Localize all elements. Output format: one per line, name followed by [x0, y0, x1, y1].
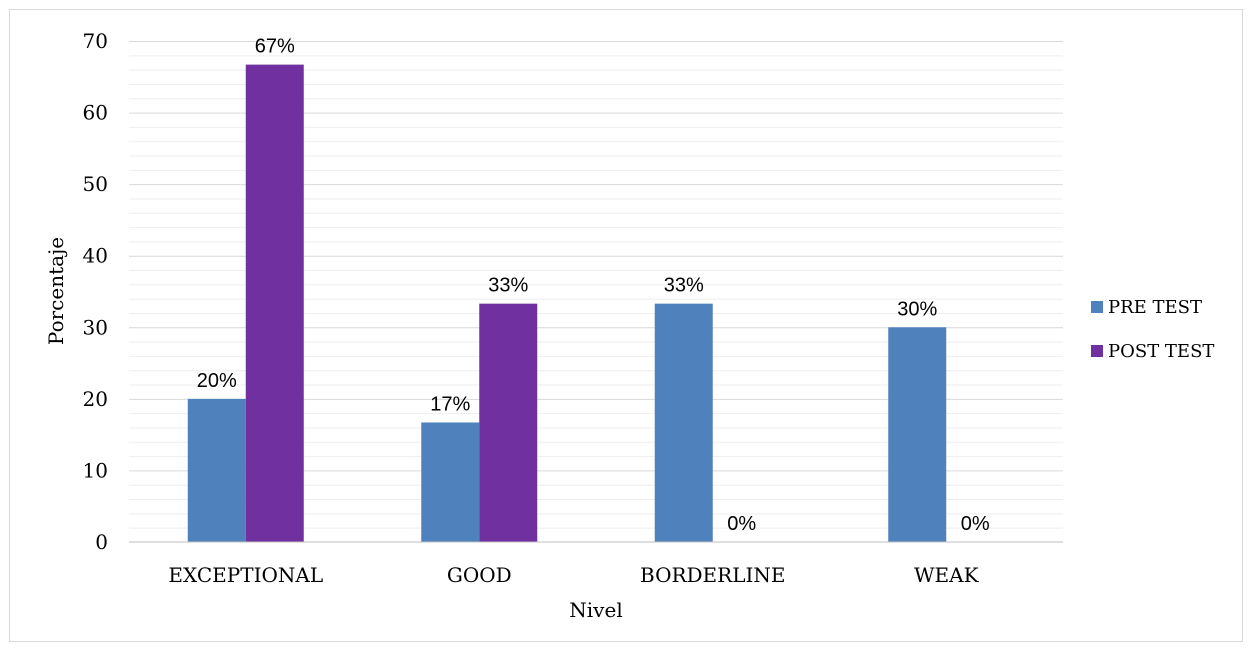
data-label: 20%: [197, 370, 237, 392]
bar-pre-test-weak: [888, 327, 947, 542]
x-tick-labels: EXCEPTIONAL GOOD BORDERLINE WEAK: [168, 563, 979, 587]
bar-post-test-exceptional: [245, 64, 304, 543]
y-tick-label: 60: [83, 101, 108, 125]
legend[interactable]: PRE TEST POST TEST: [1091, 297, 1214, 362]
x-axis-title: Nivel: [569, 598, 622, 622]
bar-pre-test-exceptional: [187, 398, 246, 542]
y-tick-label: 50: [83, 172, 108, 196]
data-labels-group: 20% 67% 17% 33% 33% 0% 30% 0%: [197, 36, 990, 535]
bars-group: [187, 64, 947, 543]
x-tick-label: BORDERLINE: [640, 563, 786, 587]
legend-label: PRE TEST: [1108, 297, 1202, 318]
x-tick-label: GOOD: [447, 563, 512, 587]
y-tick-label: 10: [83, 458, 108, 482]
data-label: 30%: [897, 298, 937, 320]
data-label: 17%: [430, 393, 470, 415]
legend-item-pre-test[interactable]: PRE TEST: [1091, 297, 1202, 318]
bar-post-test-good: [479, 303, 538, 542]
data-label: 67%: [255, 36, 295, 58]
data-label: 33%: [664, 275, 704, 297]
y-tick-label: 40: [83, 244, 108, 268]
x-tick-label: WEAK: [914, 563, 980, 587]
legend-item-post-test[interactable]: POST TEST: [1091, 341, 1214, 362]
y-tick-label: 0: [95, 530, 108, 554]
data-label: 0%: [961, 513, 990, 535]
y-tick-label: 30: [83, 315, 108, 339]
bar-pre-test-good: [421, 422, 480, 542]
y-tick-label: 20: [83, 387, 108, 411]
data-label: 0%: [727, 513, 756, 535]
legend-label: POST TEST: [1108, 341, 1214, 362]
legend-swatch: [1091, 301, 1103, 313]
legend-swatch: [1091, 345, 1103, 357]
x-tick-label: EXCEPTIONAL: [168, 563, 323, 587]
bar-pre-test-borderline: [654, 303, 713, 542]
data-label: 33%: [488, 275, 528, 297]
y-tick-label: 70: [83, 29, 108, 53]
y-tick-labels: 0 10 20 30 40 50 60 70: [83, 29, 108, 554]
y-axis-title: Porcentaje: [44, 237, 68, 345]
